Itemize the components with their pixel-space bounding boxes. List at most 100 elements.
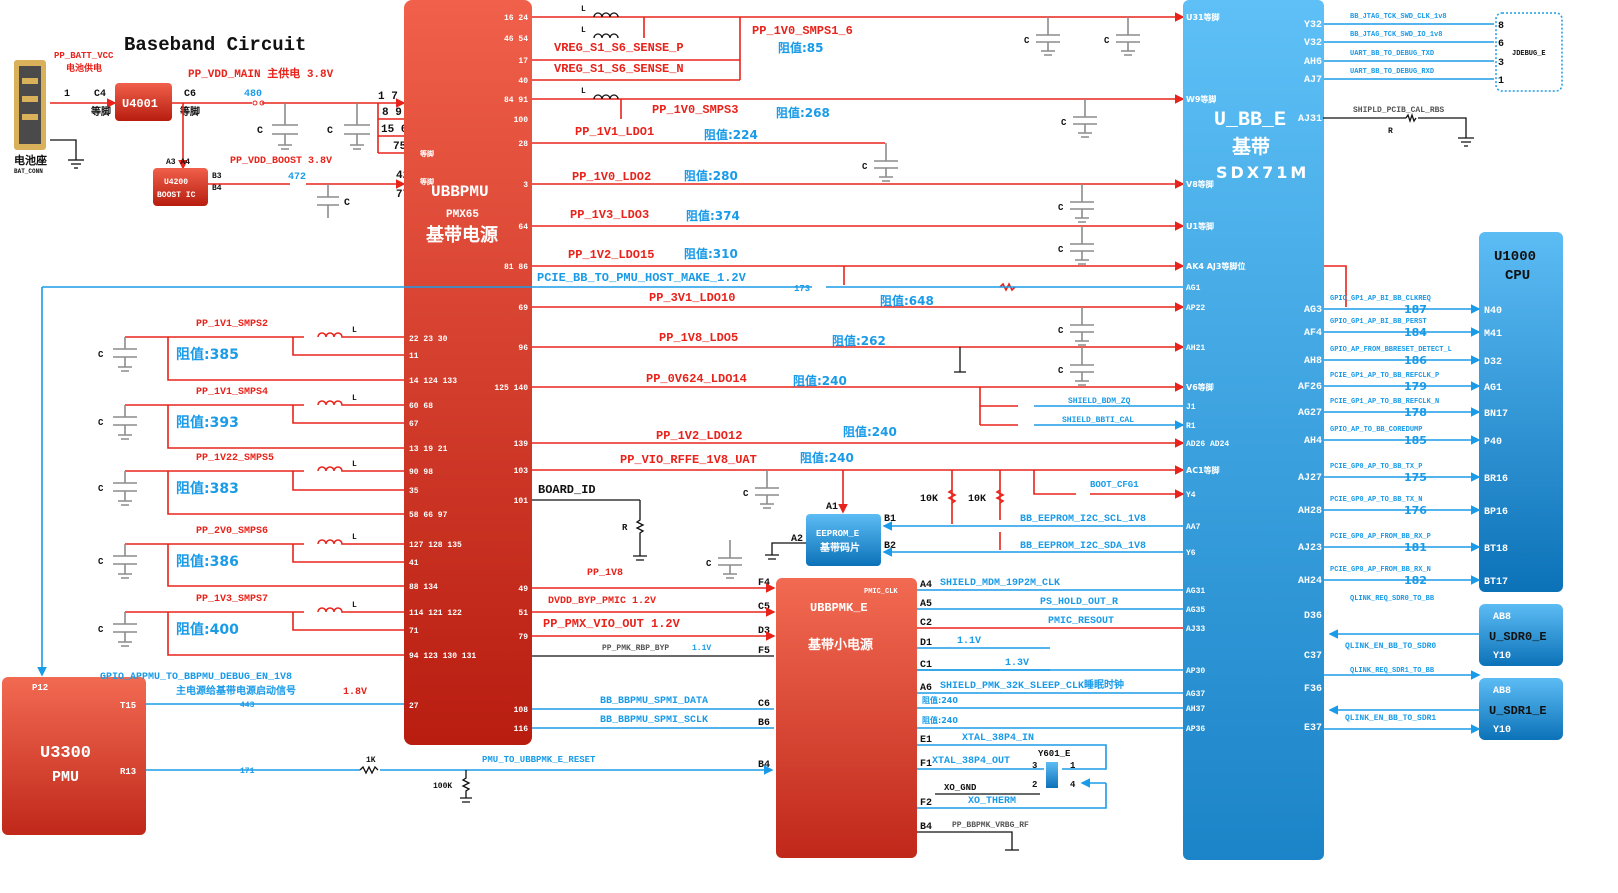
ubbpmk-out-net: 1.1V (957, 636, 981, 647)
u-bb-left-pin: U1等脚 (1186, 221, 1214, 231)
ubbpmk-in-net: DVDD_BYP_PMIC 1.2V (548, 596, 656, 607)
jdebug-pin: 6 (1498, 39, 1504, 50)
battery-sub-label: BAT_CONN (14, 168, 43, 175)
u3300-name: U3300 (40, 744, 91, 763)
power-rails: PP_1V0_SMPS1_6 阻值:85 VREG_S1_S6_SENSE_P VRE… (532, 5, 1347, 579)
ubbpmu-right-pin: 81 86 (504, 263, 528, 272)
u4200-pin-b4: B4 (212, 184, 222, 193)
reset-net: PMU_TO_UBBPMK_E_RESET (482, 755, 596, 765)
inductor-label: L (352, 326, 357, 335)
eeprom-cn: 基带码片 (819, 541, 860, 554)
main-decoupling-caps (272, 103, 370, 150)
ubbpmu-right-pin: 103 (514, 467, 529, 476)
u-bb-left-pin: AC1等脚 (1186, 465, 1220, 475)
ubbpmk-out-pin: F2 (920, 798, 932, 809)
u-bb-left-pin: J1 (1186, 403, 1196, 412)
cpu-name: U1000 (1494, 249, 1536, 265)
battery-connector[interactable] (14, 60, 46, 150)
ubbpmk-out-pin: F1 (920, 759, 932, 770)
smps-resistance-label: 阻值:385 (176, 346, 239, 363)
ubbpmk-out-net: XTAL_38P4_IN (962, 733, 1034, 744)
crystal-pin: 4 (1070, 780, 1076, 790)
ubbpmk-clk: PMIC_CLK (864, 588, 898, 596)
u4001-chip[interactable] (115, 83, 172, 121)
eeprom-name: EEPROM_E (816, 529, 860, 539)
cap-label: C (862, 162, 868, 172)
u4001-equal-in: 等脚 (91, 105, 111, 118)
smps-net-label: PP_2V0_SMPS6 (196, 526, 268, 537)
u-bb-left-pin: AK4 AJ3等脚位 (1186, 261, 1245, 271)
u-bb-right-pin: AF4 (1304, 328, 1322, 339)
rail-net-label: PP_1V8_LDO5 (659, 331, 738, 345)
u-bb-right-pin: AH24 (1298, 576, 1322, 587)
decoupling-cap-icon (1070, 307, 1094, 346)
sdr0-pin-top: AB8 (1493, 612, 1511, 623)
page-title: Baseband Circuit (124, 34, 306, 56)
u-bb-part: SDX71M (1216, 163, 1309, 182)
cpu-pin: BT18 (1484, 544, 1508, 555)
rail-net-label: VREG_S1_S6_SENSE_P (554, 41, 684, 55)
ubbpmu-right-pin: 64 (518, 223, 528, 232)
u3300-pmu-chip[interactable] (2, 677, 146, 835)
ubbpmu-left-pin: 71 (409, 627, 419, 636)
ubbpmk-inputs: F4 PP_1V8 C5 DVDD_BYP_PMIC 1.2V D3 PP_PMX_VIO… (532, 568, 776, 771)
ubbpmu-left-pins: 22 23 30 11 14 124 133 60 68 67 13 19 21 90 98… (409, 335, 476, 711)
ubbpmu-right-pin: 69 (518, 304, 528, 313)
u4200-boost-chip[interactable] (153, 168, 208, 206)
ubbpmu-left-pin: 22 23 30 (409, 335, 448, 344)
ubbpmu-right-pin: 28 (518, 140, 528, 149)
eeprom-pin-a2: A2 (791, 534, 803, 545)
u-bb-left-pin: U31等脚 (1186, 12, 1220, 22)
ubbpmk-out-net: PMIC_RESOUT (1048, 616, 1114, 627)
u-bb-chip[interactable] (1183, 0, 1324, 860)
eeprom-pin-b2: B2 (884, 541, 896, 552)
inductor-icon (593, 33, 619, 39)
jdebug-connector[interactable] (1495, 12, 1563, 92)
cpu-link-net-label: GPIO_AP_TO_BB_COREDUMP (1330, 426, 1422, 434)
main-tp: 480 (244, 89, 262, 100)
u4001-name: U4001 (122, 97, 158, 111)
cap-label: C (743, 489, 749, 499)
cpu-pin: BR16 (1484, 474, 1508, 485)
smps-net-label: PP_1V1_SMPS2 (196, 319, 268, 330)
cpu-link-net-label: PCIE_GP1_AP_TO_BB_REFCLK_P (1330, 372, 1439, 380)
jdebug-net-label: BB_JTAG_TCK_SWD_IO_1v8 (1350, 31, 1442, 39)
u-bb-right-pins: Y32 V32 AH6 AJ7 AJ31 AG3 AF4 AH8 AF26 AG27 AH4 AJ27… (1298, 20, 1322, 734)
rail-net-label: PP_VIO_RFFE_1V8_UAT (620, 453, 757, 467)
cap-label: C (1104, 36, 1110, 46)
cpu-chip[interactable] (1479, 232, 1563, 592)
u-bb-cn: 基带 (1231, 135, 1270, 158)
ubbpmk-ldo-wire (917, 647, 1050, 671)
rail-resistance-label: 阻值:240 (843, 424, 897, 439)
u-bb-left-pin: AJ33 (1186, 625, 1205, 634)
u-bb-left-pin: V8等脚 (1186, 179, 1214, 189)
smps-wire (125, 400, 404, 449)
ubbpmu-chip[interactable] (404, 0, 532, 745)
eeprom-sda-net: BB_EEPROM_I2C_SDA_1V8 (1020, 541, 1146, 552)
ubbpmk-out-pin: A4 (920, 580, 932, 591)
rail-net-label: PCIE_BB_TO_PMU_HOST_MAKE_1.2V (537, 271, 747, 285)
boot-cfg-net: BOOT_CFG1 (1090, 480, 1139, 490)
sdr1-req-net: QLINK_REQ_SDR1_TO_BB (1350, 667, 1435, 675)
cap-label: C (1058, 203, 1064, 213)
inductor-label: L (352, 460, 357, 469)
u-bb-left-pins: U31等脚 W9等脚 V8等脚 U1等脚 AK4 AJ3等脚位 AG1 AP22 AH21 V6… (917, 12, 1245, 734)
eeprom-chip[interactable] (806, 514, 881, 566)
ubbpmu-left-pin: 27 (409, 702, 419, 711)
cap-label: C (1058, 245, 1064, 255)
ubbpmk-out-net: PP_BBPMK_VRBG_RF (952, 821, 1029, 830)
ubbpmu-left-pin: 114 121 122 (409, 609, 462, 618)
eeprom-pin-a1: A1 (826, 502, 838, 513)
ubbpmk-name: UBBPMK_E (810, 601, 868, 615)
ubbpmu-right-pin: 79 (518, 633, 528, 642)
u-bb-left-pin: AG37 (1186, 690, 1205, 699)
ubbpmk-out-pin: D1 (920, 638, 932, 649)
u-bb-left-pin: AG35 (1186, 606, 1205, 615)
sdr1-chip[interactable] (1479, 678, 1563, 740)
crystal-y601[interactable] (1046, 762, 1058, 788)
ubbpmk-chip[interactable] (776, 578, 917, 858)
u4200-name: U4200 (164, 178, 188, 187)
sdr0-chip[interactable] (1479, 604, 1563, 666)
cpu-link-testpoint: 186 (1404, 354, 1427, 367)
cap-label: C (98, 350, 104, 360)
